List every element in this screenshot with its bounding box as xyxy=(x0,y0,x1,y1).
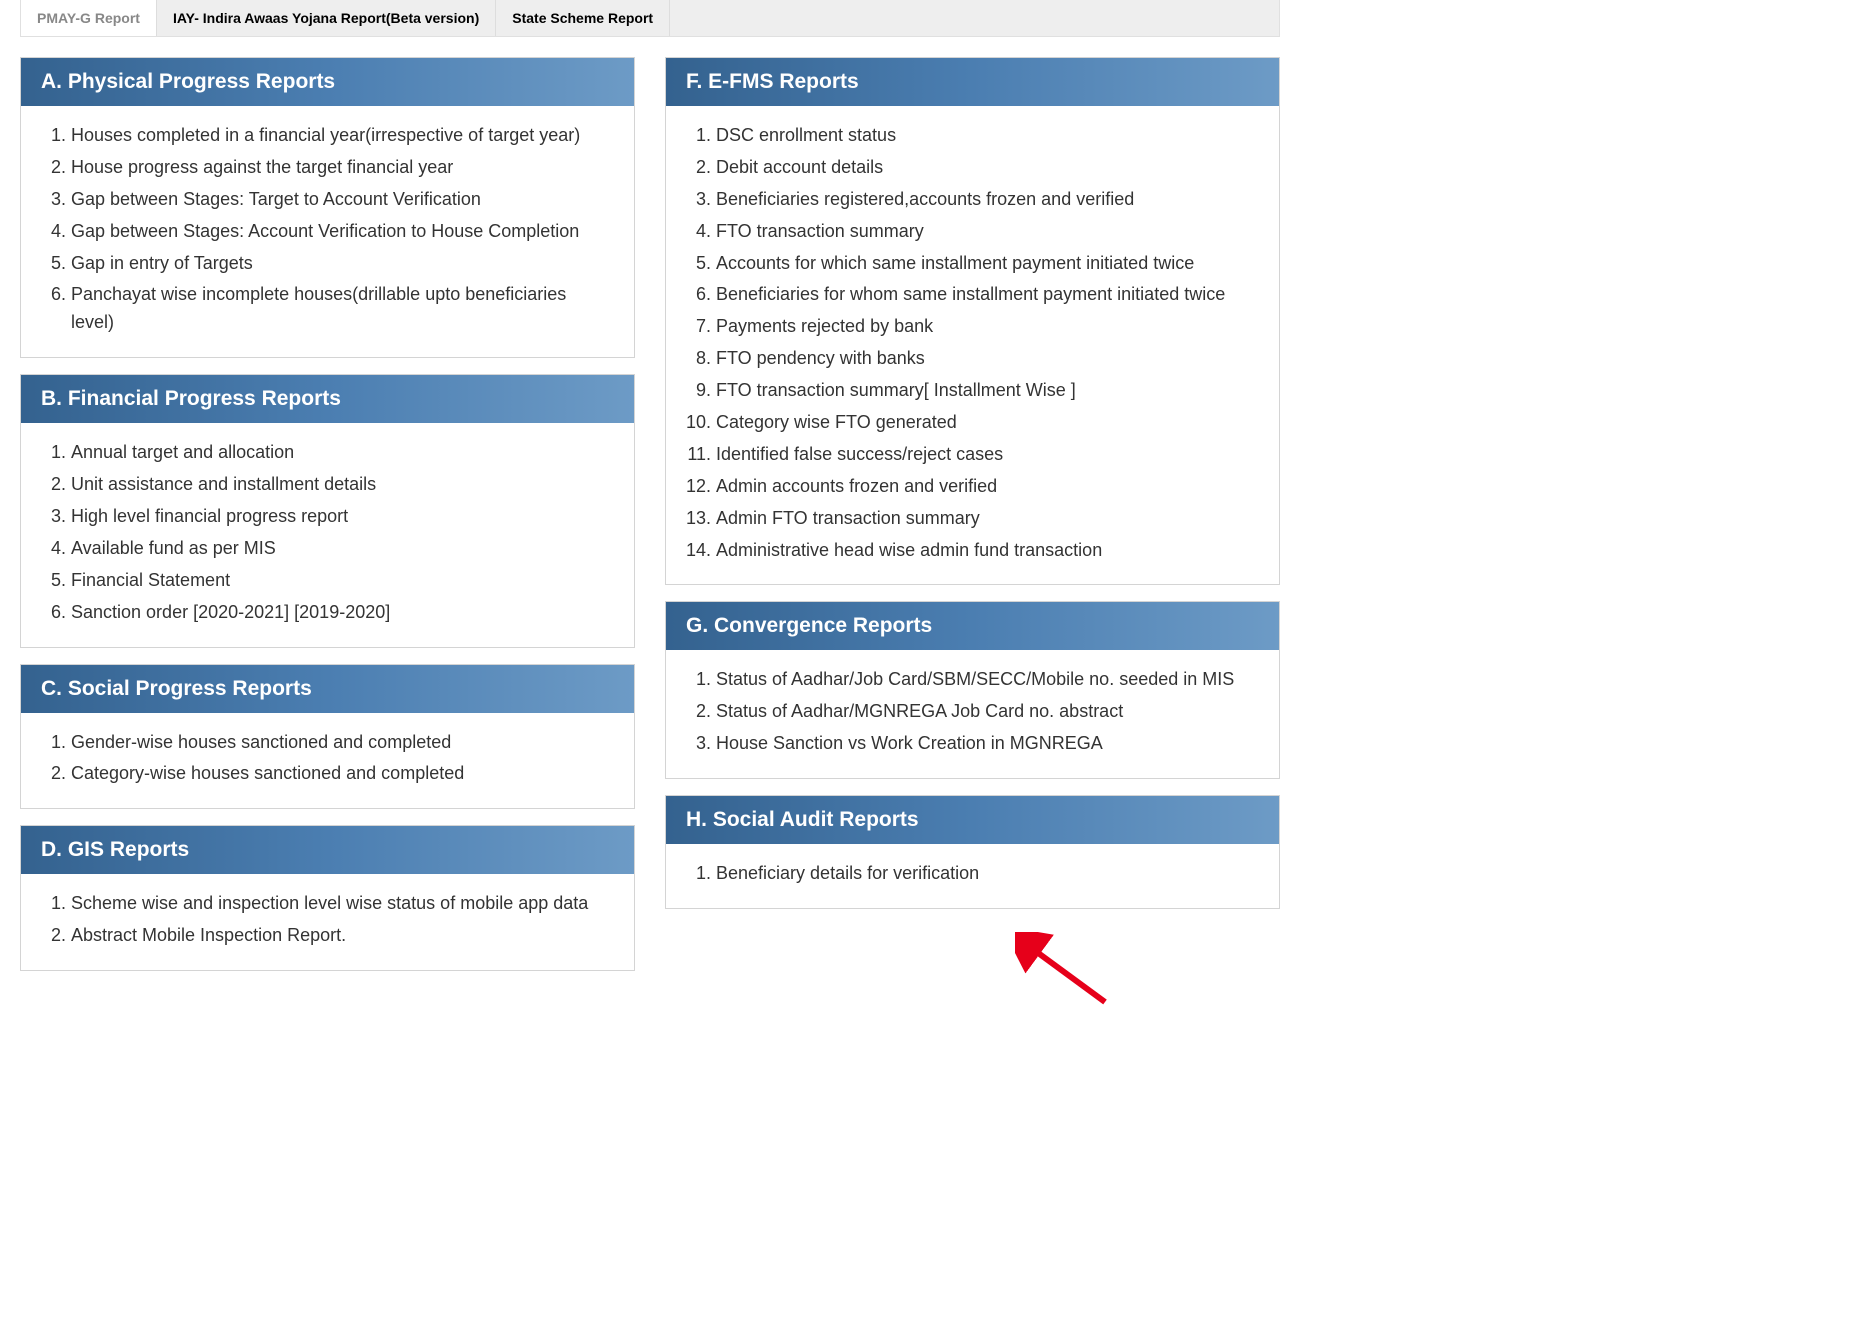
report-link[interactable]: Category wise FTO generated xyxy=(716,407,1257,439)
report-link[interactable]: Gap in entry of Targets xyxy=(71,248,612,280)
report-link[interactable]: FTO transaction summary xyxy=(716,216,1257,248)
report-link[interactable]: Accounts for which same installment paym… xyxy=(716,248,1257,280)
report-link[interactable]: FTO transaction summary[ Installment Wis… xyxy=(716,375,1257,407)
panel-header: F. E-FMS Reports xyxy=(666,58,1279,106)
report-link[interactable]: Unit assistance and installment details xyxy=(71,469,612,501)
left-column: A. Physical Progress Reports Houses compl… xyxy=(20,57,635,987)
report-link[interactable]: Annual target and allocation xyxy=(71,437,612,469)
report-list: Status of Aadhar/Job Card/SBM/SECC/Mobil… xyxy=(688,664,1257,760)
panel-header: C. Social Progress Reports xyxy=(21,665,634,713)
tab-1[interactable]: IAY- Indira Awaas Yojana Report(Beta ver… xyxy=(157,0,496,36)
report-link[interactable]: Sanction order [2020-2021] [2019-2020] xyxy=(71,597,612,629)
report-link[interactable]: Panchayat wise incomplete houses(drillab… xyxy=(71,279,612,339)
right-panel-0: F. E-FMS Reports DSC enrollment statusDeb… xyxy=(665,57,1280,585)
panel-header: H. Social Audit Reports xyxy=(666,796,1279,844)
panel-body: Houses completed in a financial year(irr… xyxy=(21,106,634,357)
panel-body: Annual target and allocationUnit assista… xyxy=(21,423,634,646)
tab-bar: PMAY-G ReportIAY- Indira Awaas Yojana Re… xyxy=(20,0,1280,37)
report-list: Houses completed in a financial year(irr… xyxy=(43,120,612,339)
left-panel-2: C. Social Progress Reports Gender-wise ho… xyxy=(20,664,635,810)
panel-header: D. GIS Reports xyxy=(21,826,634,874)
report-list: Annual target and allocationUnit assista… xyxy=(43,437,612,628)
report-link[interactable]: Identified false success/reject cases xyxy=(716,439,1257,471)
report-link[interactable]: Administrative head wise admin fund tran… xyxy=(716,535,1257,567)
report-link[interactable]: Gender-wise houses sanctioned and comple… xyxy=(71,727,612,759)
panel-header: B. Financial Progress Reports xyxy=(21,375,634,423)
report-link[interactable]: Admin FTO transaction summary xyxy=(716,503,1257,535)
report-link[interactable]: Houses completed in a financial year(irr… xyxy=(71,120,612,152)
report-link[interactable]: Gap between Stages: Target to Account Ve… xyxy=(71,184,612,216)
report-link[interactable]: Beneficiaries for whom same installment … xyxy=(716,279,1257,311)
panel-header: G. Convergence Reports xyxy=(666,602,1279,650)
report-link[interactable]: FTO pendency with banks xyxy=(716,343,1257,375)
report-list: Beneficiary details for verification xyxy=(688,858,1257,890)
report-list: Scheme wise and inspection level wise st… xyxy=(43,888,612,952)
report-link[interactable]: Financial Statement xyxy=(71,565,612,597)
panel-body: Beneficiary details for verification xyxy=(666,844,1279,908)
right-column: F. E-FMS Reports DSC enrollment statusDeb… xyxy=(665,57,1280,987)
left-panel-0: A. Physical Progress Reports Houses compl… xyxy=(20,57,635,358)
report-link[interactable]: House progress against the target financ… xyxy=(71,152,612,184)
report-list: Gender-wise houses sanctioned and comple… xyxy=(43,727,612,791)
annotation-arrow xyxy=(1015,932,1115,1012)
panel-body: Gender-wise houses sanctioned and comple… xyxy=(21,713,634,809)
panel-header: A. Physical Progress Reports xyxy=(21,58,634,106)
panel-body: Scheme wise and inspection level wise st… xyxy=(21,874,634,970)
report-link[interactable]: Category-wise houses sanctioned and comp… xyxy=(71,758,612,790)
report-link[interactable]: Beneficiaries registered,accounts frozen… xyxy=(716,184,1257,216)
tab-0[interactable]: PMAY-G Report xyxy=(21,0,157,36)
report-link[interactable]: DSC enrollment status xyxy=(716,120,1257,152)
report-link[interactable]: Status of Aadhar/MGNREGA Job Card no. ab… xyxy=(716,696,1257,728)
report-link[interactable]: Status of Aadhar/Job Card/SBM/SECC/Mobil… xyxy=(716,664,1257,696)
right-panel-1: G. Convergence Reports Status of Aadhar/J… xyxy=(665,601,1280,779)
report-link[interactable]: Admin accounts frozen and verified xyxy=(716,471,1257,503)
report-link[interactable]: Beneficiary details for verification xyxy=(716,858,1257,890)
report-link[interactable]: Gap between Stages: Account Verification… xyxy=(71,216,612,248)
left-panel-3: D. GIS Reports Scheme wise and inspection… xyxy=(20,825,635,971)
report-link[interactable]: House Sanction vs Work Creation in MGNRE… xyxy=(716,728,1257,760)
report-link[interactable]: Abstract Mobile Inspection Report. xyxy=(71,920,612,952)
panel-body: Status of Aadhar/Job Card/SBM/SECC/Mobil… xyxy=(666,650,1279,778)
report-link[interactable]: Available fund as per MIS xyxy=(71,533,612,565)
right-panel-2: H. Social Audit Reports Beneficiary detai… xyxy=(665,795,1280,909)
tab-2[interactable]: State Scheme Report xyxy=(496,0,670,36)
panel-body: DSC enrollment statusDebit account detai… xyxy=(666,106,1279,584)
report-link[interactable]: High level financial progress report xyxy=(71,501,612,533)
report-link[interactable]: Scheme wise and inspection level wise st… xyxy=(71,888,612,920)
report-link[interactable]: Debit account details xyxy=(716,152,1257,184)
report-list: DSC enrollment statusDebit account detai… xyxy=(688,120,1257,566)
report-link[interactable]: Payments rejected by bank xyxy=(716,311,1257,343)
left-panel-1: B. Financial Progress Reports Annual targ… xyxy=(20,374,635,647)
